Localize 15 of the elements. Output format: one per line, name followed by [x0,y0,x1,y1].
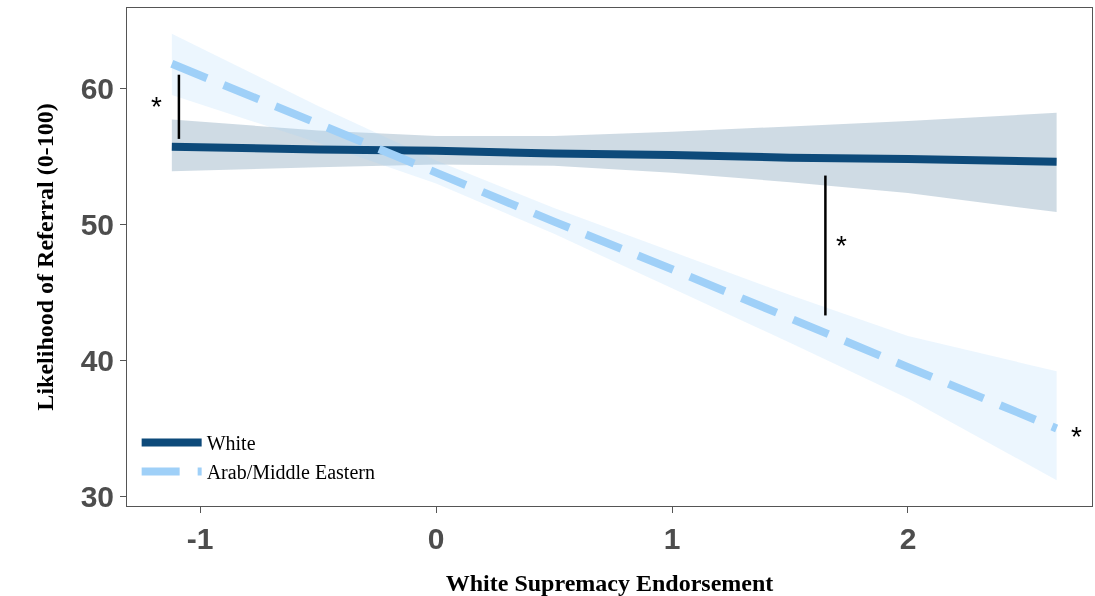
annotation: * [836,230,847,261]
x-tick-label: 0 [427,522,445,555]
y-tick-label: 30 [80,479,114,513]
x-tick-label: -1 [186,522,214,555]
y-tick-label: 40 [80,343,114,377]
y-axis-title: Likelihood of Referral (0-100) [31,103,58,411]
annotation: * [151,91,162,122]
legend-label: Arab/Middle Eastern [206,461,375,484]
x-tick-label: 1 [663,522,681,555]
y-tick-label: 50 [80,207,114,241]
y-tick-label: 60 [80,71,114,105]
legend-label: White [206,432,256,455]
annotation: * [1071,421,1082,452]
x-tick-label: 2 [899,522,917,555]
x-axis-title: White Supremacy Endorsement [445,570,774,596]
